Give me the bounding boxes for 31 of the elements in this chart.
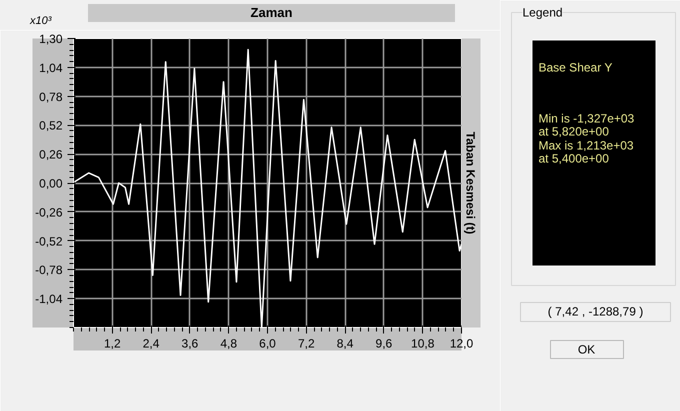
x-tick-label: 3,6 bbox=[182, 336, 199, 350]
text: Max is 1,213e+03 bbox=[538, 138, 634, 152]
text: x10³ bbox=[30, 14, 52, 29]
y-tick-label: 0,78 bbox=[39, 90, 63, 104]
x-tick-label: 7,2 bbox=[298, 336, 315, 350]
y-tick-label: 0,00 bbox=[39, 176, 63, 190]
y-tick-label: 0,26 bbox=[39, 148, 63, 162]
y-tick-label: -0,26 bbox=[35, 205, 63, 220]
y-tick-label: -1,04 bbox=[35, 292, 63, 306]
x-tick-label: 2,4 bbox=[142, 336, 160, 350]
text: Base Shear Y bbox=[538, 60, 612, 74]
x-tick-label: 12,0 bbox=[450, 336, 474, 350]
text: at 5,400e+00 bbox=[538, 152, 610, 166]
text: Min is -1,327e+03 bbox=[538, 112, 635, 126]
chart-title: Zaman bbox=[88, 4, 455, 22]
y-axis-title: Taban Kesmesi (t) bbox=[464, 132, 478, 234]
x-tick-label: 10,8 bbox=[411, 336, 435, 350]
y-tick-label: -0,52 bbox=[35, 234, 63, 248]
y-tick-label: -0,78 bbox=[35, 263, 63, 278]
y-tick-label: 1,04 bbox=[39, 60, 63, 75]
y-tick-label: 1,30 bbox=[39, 32, 63, 46]
text: OK bbox=[578, 342, 596, 356]
x-tick-label: 1,2 bbox=[104, 336, 121, 350]
text: ( 7,42 , -1288,79 ) bbox=[548, 304, 644, 318]
x-tick-label: 4,8 bbox=[220, 336, 238, 350]
text: Legend bbox=[522, 6, 563, 20]
y-tick-label: 0,52 bbox=[39, 118, 63, 133]
x-tick-label: 8,4 bbox=[336, 336, 354, 350]
text: at 5,820e+00 bbox=[538, 124, 610, 138]
x-tick-label: 9,6 bbox=[376, 336, 393, 350]
x-tick-label: 6,0 bbox=[259, 336, 276, 350]
